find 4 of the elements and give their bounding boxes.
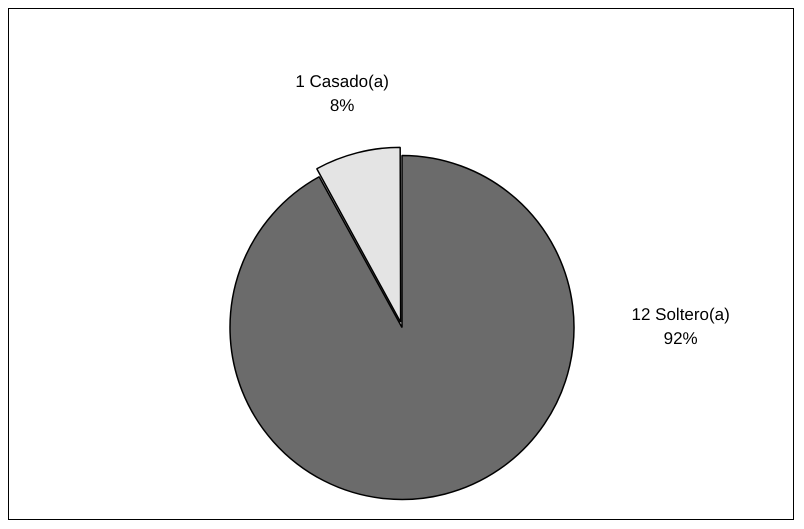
slice-label: 1 Casado(a) xyxy=(295,72,389,91)
data-label: 8% xyxy=(330,96,354,115)
data-label: 92% xyxy=(664,329,698,348)
slice-label: 12 Soltero(a) xyxy=(632,305,730,324)
